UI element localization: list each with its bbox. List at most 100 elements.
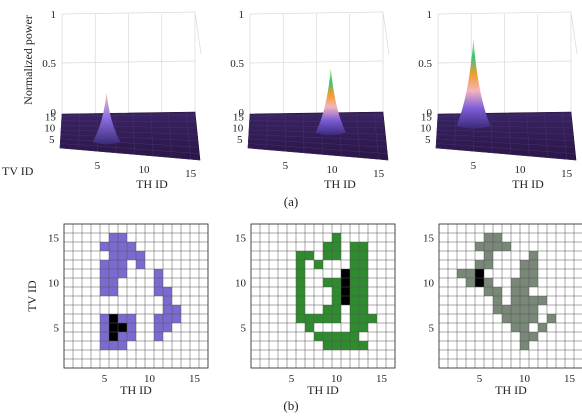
y-tick-label: 5 xyxy=(237,134,243,146)
heatmap-cell xyxy=(511,305,520,314)
heatmap-peak-cell xyxy=(475,269,484,278)
heatmap-cell xyxy=(154,314,163,323)
heatmap-cell xyxy=(154,287,163,296)
heatmap-cell xyxy=(359,323,368,332)
heatmap-cell xyxy=(109,251,118,260)
heatmap-peak-cell xyxy=(109,314,118,323)
heatmap-cell xyxy=(350,341,359,350)
y-tick-label: 15 xyxy=(48,233,60,245)
y-tick-label: 10 xyxy=(235,278,247,290)
heatmap-cell xyxy=(332,296,341,305)
heatmap-cell xyxy=(118,233,127,242)
heatmap-cell xyxy=(511,296,520,305)
heatmap-cell xyxy=(350,296,359,305)
heatmap-cell xyxy=(323,305,332,314)
y-axis-label: TV ID xyxy=(2,164,34,178)
heatmap-cell xyxy=(305,323,314,332)
heatmap-cell xyxy=(305,251,314,260)
heatmap-cell xyxy=(466,269,475,278)
heatmap-cell xyxy=(127,251,136,260)
heatmap-cell xyxy=(118,314,127,323)
y-tick-label: 5 xyxy=(241,323,247,335)
y-tick-label: 5 xyxy=(54,323,60,335)
heatmap-cell xyxy=(511,314,520,323)
heatmap-cell xyxy=(154,278,163,287)
heatmap-cell xyxy=(511,278,520,287)
heatmap-cell xyxy=(136,251,145,260)
heatmap-cell xyxy=(502,314,511,323)
heatmap-cell xyxy=(359,242,368,251)
surface-peak xyxy=(316,68,346,135)
heatmap-cell xyxy=(109,341,118,350)
heatmap-cell xyxy=(100,323,109,332)
y-tick-label: 10 xyxy=(232,123,244,135)
heatmap-cell xyxy=(502,305,511,314)
heatmap-cell xyxy=(350,242,359,251)
surface-floor xyxy=(436,112,576,160)
heatmap-peak-cell xyxy=(475,278,484,287)
z-tick-label: 1 xyxy=(51,9,57,21)
heatmap-cell xyxy=(323,278,332,287)
heatmap-cell xyxy=(332,332,341,341)
heatmap-cell xyxy=(109,278,118,287)
x-tick-label: 5 xyxy=(283,160,289,172)
heatmap-cell xyxy=(332,314,341,323)
x-tick-label: 5 xyxy=(95,160,101,172)
x-tick-label: 5 xyxy=(477,373,483,385)
heatmap-cell xyxy=(493,296,502,305)
x-tick-label: 15 xyxy=(185,168,197,180)
heatmap-cell xyxy=(323,314,332,323)
x-axis-label: TH ID xyxy=(324,177,356,191)
heatmap-cell xyxy=(350,260,359,269)
heatmap-cell xyxy=(296,296,305,305)
heatmap-cell xyxy=(100,332,109,341)
heatmap-cell xyxy=(296,269,305,278)
heatmap-cell xyxy=(305,314,314,323)
heatmap-cell xyxy=(457,269,466,278)
heatmap-cell xyxy=(323,341,332,350)
heatmap-cell xyxy=(163,296,172,305)
heatmap-cell xyxy=(520,260,529,269)
heatmap-cell xyxy=(163,323,172,332)
y-tick-label: 5 xyxy=(429,323,435,335)
heatmap-peak-cell xyxy=(118,323,127,332)
heatmap-cell xyxy=(296,260,305,269)
x-axis-label: TH ID xyxy=(512,177,544,191)
caption-a: (a) xyxy=(284,194,298,209)
heatmap-cell xyxy=(475,260,484,269)
x-tick-label: 5 xyxy=(471,160,477,172)
heatmap-cell xyxy=(511,287,520,296)
heatmap-cell xyxy=(332,305,341,314)
y-axis-label: TV ID xyxy=(25,280,39,312)
heatmap-cell xyxy=(127,323,136,332)
heatmap-cell xyxy=(359,251,368,260)
x-tick-label: 10 xyxy=(139,164,151,176)
y-tick-label: 10 xyxy=(420,123,432,135)
heatmap-cell xyxy=(100,260,109,269)
heatmap-cell xyxy=(359,287,368,296)
heatmap-cell xyxy=(109,233,118,242)
heatmap-cell xyxy=(136,260,145,269)
heatmap-cell xyxy=(100,341,109,350)
heatmap-cell xyxy=(520,296,529,305)
y-tick-label: 15 xyxy=(233,111,245,123)
heatmap-cell xyxy=(359,341,368,350)
y-tick-label: 15 xyxy=(235,233,247,245)
heatmap-cell xyxy=(520,341,529,350)
z-tick-label: 0.5 xyxy=(42,58,56,70)
heatmap-cell xyxy=(529,314,538,323)
z-tick-label: 1 xyxy=(239,9,245,21)
heatmap-cell xyxy=(359,296,368,305)
heatmap-cell xyxy=(538,296,547,305)
heatmap-cell xyxy=(493,287,502,296)
heatmap-cell xyxy=(350,287,359,296)
heatmap-cell xyxy=(359,278,368,287)
heatmap-cell xyxy=(511,323,520,332)
heatmap-cell xyxy=(100,278,109,287)
x-tick-label: 10 xyxy=(327,164,339,176)
y-tick-label: 10 xyxy=(48,278,60,290)
